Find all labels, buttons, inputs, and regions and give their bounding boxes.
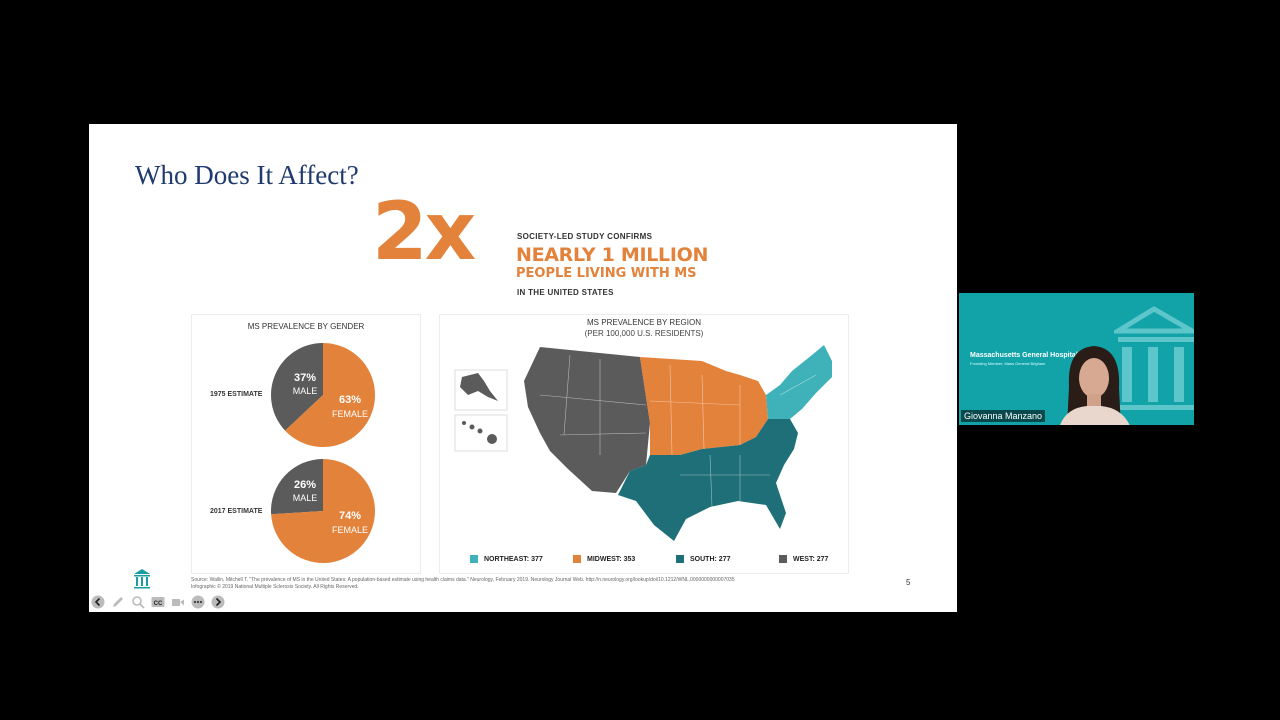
region-panel-subtitle: (PER 100,000 U.S. RESIDENTS) — [584, 329, 704, 338]
region-legend: NORTHEAST: 377 MIDWEST: 353 SOUTH: 277 W… — [470, 555, 882, 563]
hero-line-4: IN THE UNITED STATES — [517, 288, 614, 297]
video-org-name: Massachusetts General Hospital — [970, 352, 1078, 359]
back-icon[interactable] — [90, 594, 106, 610]
source-citation: Source: Wallin, Mitchell T. "The prevale… — [191, 577, 831, 591]
pie-2017-label: 2017 ESTIMATE — [210, 508, 263, 515]
hero-line-3: PEOPLE LIVING WITH MS — [516, 266, 697, 281]
pie-2017-female-pct: 74% — [339, 510, 361, 522]
gender-panel: MS PREVALENCE BY GENDER 1975 ESTIMATE 20… — [191, 314, 421, 574]
region-northeast — [766, 345, 832, 419]
pie-2017: 26% MALE 74% FEMALE — [271, 459, 375, 563]
legend-name-midwest: MIDWEST: — [587, 555, 622, 563]
region-panel: MS PREVALENCE BY REGION (PER 100,000 U.S… — [439, 314, 849, 574]
region-panel-title: MS PREVALENCE BY REGION — [587, 318, 701, 327]
hawaii-shape — [462, 421, 497, 444]
legend-value-west: 277 — [816, 555, 829, 563]
legend-value-northeast: 377 — [531, 555, 543, 563]
video-icon[interactable] — [170, 594, 186, 610]
presentation-toolbar: CC — [90, 594, 226, 610]
alaska-shape — [460, 373, 498, 401]
legend-swatch-west — [779, 555, 787, 563]
hero-line-2: NEARLY 1 MILLION — [516, 244, 709, 266]
pie-2017-male-label: MALE — [293, 493, 318, 503]
pie-1975-label: 1975 ESTIMATE — [210, 391, 263, 398]
legend-name-west: WEST: — [793, 555, 815, 563]
video-org-subtitle: Founding Member, Mass General Brigham — [970, 361, 1046, 366]
legend-swatch-northeast — [470, 555, 478, 563]
pie-2017-female-label: FEMALE — [332, 525, 368, 535]
legend-value-midwest: 353 — [623, 555, 636, 563]
pie-1975-male-slice — [271, 343, 323, 431]
pie-1975-male-pct: 37% — [294, 372, 316, 384]
hawaii-inset — [454, 414, 508, 452]
gender-pies: 37% MALE 63% FEMALE 26% MALE 74% FEMALE — [271, 343, 375, 563]
region-midwest — [640, 357, 768, 455]
participant-video-tile[interactable]: Massachusetts General Hospital Founding … — [959, 293, 1194, 425]
pie-1975-female-label: FEMALE — [332, 409, 368, 419]
pen-icon[interactable] — [110, 594, 126, 610]
state-borders — [539, 354, 817, 508]
pie-2017-male-slice — [271, 459, 323, 515]
more-icon[interactable] — [190, 594, 206, 610]
hero-multiplier: 2x — [372, 185, 476, 278]
hospital-logo-icon — [132, 568, 152, 595]
legend-value-south: 277 — [718, 555, 731, 563]
legend-item-south: SOUTH: 277 — [676, 555, 779, 563]
us-map — [454, 345, 832, 541]
pie-1975-female-slice — [285, 343, 375, 447]
legend-name-northeast: NORTHEAST: — [484, 555, 530, 563]
captions-icon[interactable]: CC — [150, 594, 166, 610]
zoom-icon[interactable] — [130, 594, 146, 610]
gender-panel-title: MS PREVALENCE BY GENDER — [247, 322, 365, 331]
legend-swatch-south — [676, 555, 684, 563]
page-number: 5 — [906, 578, 911, 587]
legend-name-south: SOUTH: — [690, 555, 717, 563]
pie-1975-male-label: MALE — [293, 386, 318, 396]
legend-item-midwest: MIDWEST: 353 — [573, 555, 676, 563]
alaska-inset — [454, 369, 508, 411]
legend-item-northeast: NORTHEAST: 377 — [470, 555, 573, 563]
hero-line-1: SOCIETY-LED STUDY CONFIRMS — [517, 232, 653, 241]
pie-1975-female-pct: 63% — [339, 394, 361, 406]
legend-item-west: WEST: 277 — [779, 555, 882, 563]
region-west — [524, 347, 650, 493]
source-line-1: Source: Wallin, Mitchell T. "The prevale… — [191, 577, 735, 583]
pie-2017-female-slice — [271, 459, 375, 563]
hospital-watermark-icon — [1114, 306, 1194, 410]
pie-1975: 37% MALE 63% FEMALE — [271, 343, 375, 447]
pie-2017-male-pct: 26% — [294, 479, 316, 491]
presentation-slide: Who Does It Affect? 2x SOCIETY-LED STUDY… — [89, 124, 957, 612]
region-south — [618, 419, 798, 541]
participant-name: Giovanna Manzano — [961, 410, 1046, 422]
slide-title: Who Does It Affect? — [135, 160, 359, 190]
source-line-2: Infographic © 2019 National Multiple Scl… — [191, 584, 359, 590]
participant-avatar — [1060, 346, 1130, 425]
legend-swatch-midwest — [573, 555, 581, 563]
captions-text: CC — [154, 601, 163, 607]
forward-icon[interactable] — [210, 594, 226, 610]
